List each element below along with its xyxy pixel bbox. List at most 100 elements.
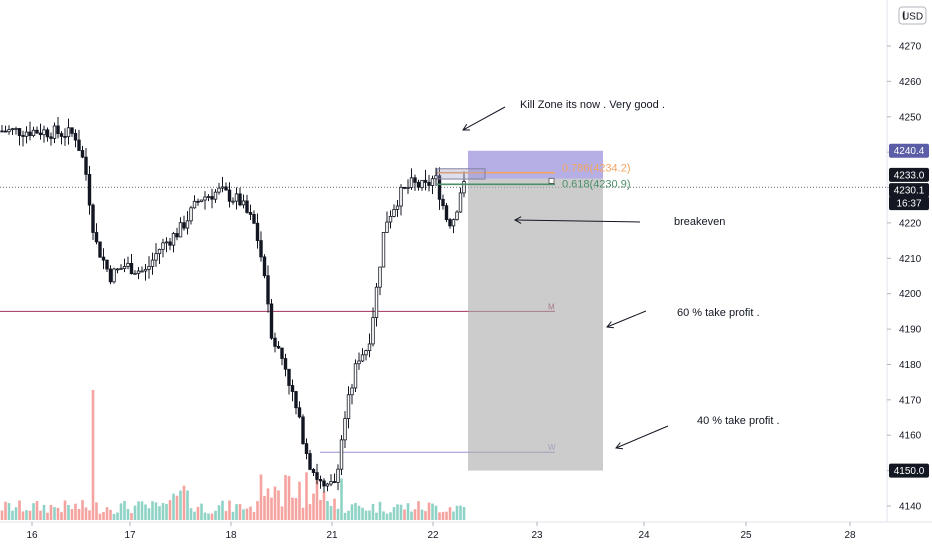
candle-body bbox=[273, 337, 277, 347]
volume-bar bbox=[98, 513, 102, 520]
candle-body bbox=[21, 135, 25, 137]
annotation-arrow[interactable] bbox=[462, 106, 506, 131]
volume-bar bbox=[382, 511, 385, 520]
annotation-arrow[interactable] bbox=[615, 425, 669, 449]
candle-body bbox=[185, 220, 190, 229]
annotation-text[interactable]: breakeven bbox=[674, 216, 725, 228]
volume-bar bbox=[431, 503, 434, 520]
x-tick-label: 23 bbox=[531, 530, 543, 541]
volume-bar bbox=[242, 509, 245, 520]
candle-body bbox=[35, 129, 39, 134]
candle-body bbox=[283, 358, 288, 370]
volume-bar bbox=[14, 507, 18, 520]
candle-body bbox=[52, 125, 57, 139]
annotation-arrow[interactable] bbox=[606, 310, 647, 328]
volume-bar bbox=[403, 509, 406, 520]
volume-bar bbox=[84, 507, 88, 520]
volume-bar bbox=[168, 500, 172, 520]
volume-bar bbox=[389, 512, 392, 520]
volume-bar bbox=[154, 502, 158, 520]
candle-body bbox=[87, 173, 92, 206]
volume-bar bbox=[333, 498, 336, 520]
volume-bar bbox=[147, 508, 151, 520]
position-target-zone[interactable] bbox=[468, 150, 603, 179]
volume-bar bbox=[336, 508, 340, 520]
arrow-head-icon bbox=[606, 321, 615, 329]
volume-bar bbox=[448, 507, 452, 520]
annotation-text[interactable]: Kill Zone its now . Very good . bbox=[520, 99, 665, 111]
volume-bar bbox=[392, 507, 396, 520]
candle-body bbox=[388, 216, 393, 223]
position-stop-zone[interactable] bbox=[468, 178, 603, 471]
candle-body bbox=[357, 360, 361, 365]
candle-body bbox=[199, 199, 204, 202]
volume-bar bbox=[0, 510, 4, 520]
volume-bar bbox=[459, 505, 462, 520]
candle-body bbox=[84, 156, 88, 175]
candle-body bbox=[119, 268, 123, 270]
fib-zone[interactable] bbox=[436, 168, 486, 180]
candle-body bbox=[182, 222, 186, 229]
y-tick-label: 4250 bbox=[899, 112, 922, 123]
volume-bar bbox=[294, 498, 298, 520]
volume-bar bbox=[441, 511, 445, 520]
candle-body bbox=[66, 127, 71, 138]
annotation-text[interactable]: 40 % take profit . bbox=[697, 415, 780, 427]
candle-body bbox=[402, 186, 407, 189]
candle-body bbox=[455, 211, 459, 221]
price-label-last bbox=[889, 183, 929, 198]
candle-body bbox=[49, 136, 53, 139]
fib-handle[interactable] bbox=[548, 177, 555, 184]
volume-bar bbox=[95, 502, 98, 520]
volume-bar bbox=[42, 504, 46, 520]
volume-bar bbox=[427, 502, 431, 520]
annotation-text[interactable]: 60 % take profit . bbox=[677, 307, 760, 319]
candle-body bbox=[224, 186, 228, 191]
candle-body bbox=[14, 128, 18, 130]
volume-bar bbox=[11, 510, 14, 520]
annotation-arrow[interactable] bbox=[514, 219, 641, 223]
candle-body bbox=[339, 439, 344, 470]
candle-body bbox=[374, 286, 379, 318]
candle-body bbox=[45, 129, 50, 138]
candle-body bbox=[206, 196, 211, 198]
candle-body bbox=[105, 259, 109, 270]
volume-bar bbox=[214, 510, 217, 520]
volume-bar bbox=[4, 501, 7, 520]
candle-body bbox=[437, 175, 442, 200]
volume-bar bbox=[109, 509, 112, 520]
candle-body bbox=[28, 131, 32, 136]
candle-body bbox=[385, 221, 389, 233]
volume-bar bbox=[298, 481, 301, 520]
candle-body bbox=[231, 200, 235, 203]
volume-bar bbox=[105, 507, 109, 520]
candle-body bbox=[150, 259, 155, 267]
volume-bar bbox=[424, 511, 427, 520]
volume-bar bbox=[53, 507, 56, 520]
candle-body bbox=[448, 219, 452, 227]
candle-body bbox=[360, 354, 365, 362]
candle-body bbox=[31, 129, 36, 136]
y-tick-label: 4160 bbox=[899, 431, 922, 442]
candle-body bbox=[308, 453, 312, 470]
volume-bar bbox=[319, 499, 322, 520]
volume-bar bbox=[329, 505, 333, 520]
volume-bar bbox=[39, 510, 42, 520]
volume-bar bbox=[123, 500, 126, 520]
x-tick-label: 18 bbox=[225, 530, 237, 541]
volume-bar bbox=[70, 508, 74, 520]
candle-body bbox=[392, 209, 396, 217]
currency-badge[interactable]: USD bbox=[898, 6, 927, 25]
candle-body bbox=[203, 196, 207, 201]
volume-bar bbox=[207, 513, 210, 520]
price-label-text-stop: 4150.0 bbox=[894, 466, 925, 477]
candle-body bbox=[378, 266, 382, 288]
candle-body bbox=[248, 212, 253, 215]
x-tick-label: 17 bbox=[124, 530, 136, 541]
volume-bar bbox=[406, 503, 410, 520]
candle-body bbox=[325, 483, 330, 487]
arrow-head-icon bbox=[513, 216, 522, 224]
volume-bar bbox=[32, 503, 35, 520]
